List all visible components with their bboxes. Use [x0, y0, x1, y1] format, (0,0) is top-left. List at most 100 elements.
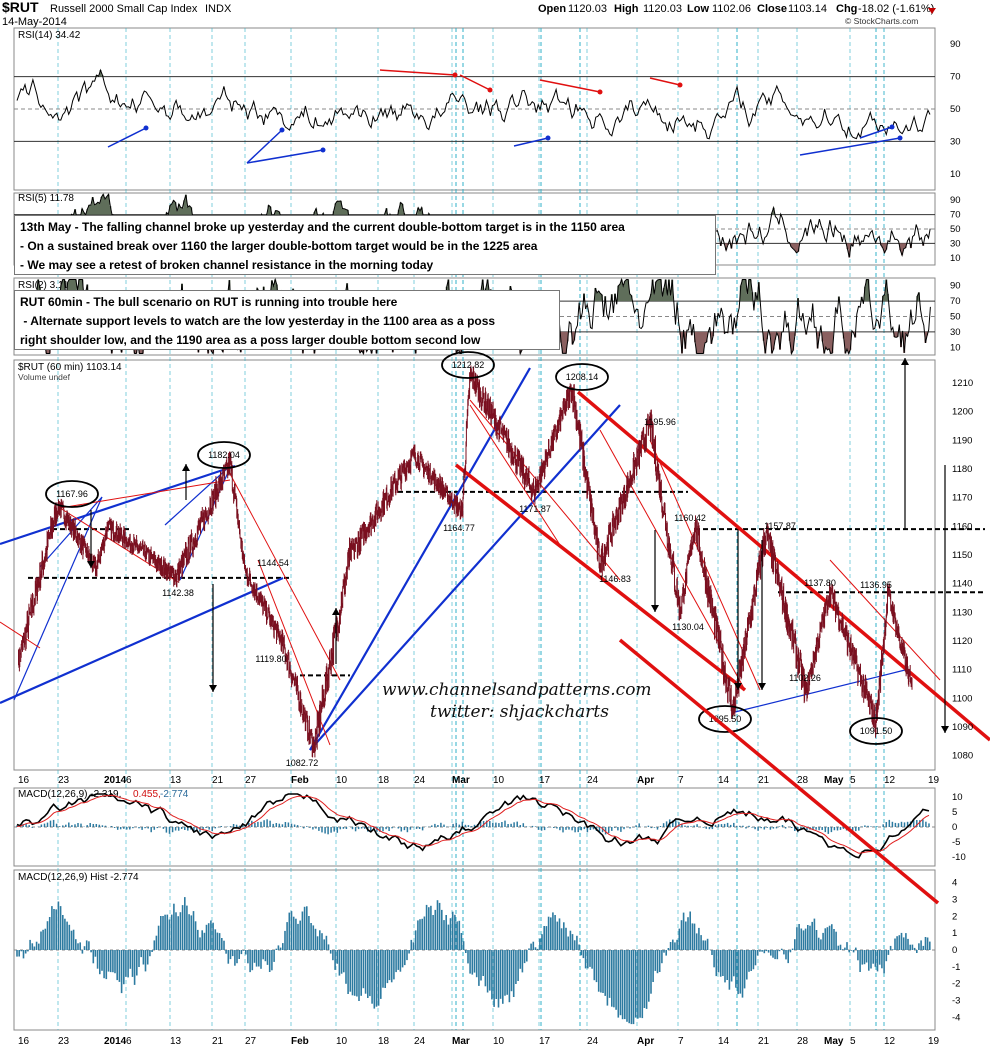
y-tick-label: -2 — [952, 979, 960, 990]
target-arrow-head — [941, 726, 949, 733]
price-annotation: 1082.72 — [286, 758, 319, 768]
x-tick-label: 27 — [245, 775, 257, 786]
y-tick-label: 1090 — [952, 722, 973, 733]
y-tick-label: 50 — [950, 224, 961, 235]
y-tick-label: 10 — [950, 342, 961, 353]
price-annotation: 1119.80 — [255, 654, 286, 664]
y-tick-label: 1200 — [952, 407, 973, 418]
macd-label: MACD(12,26,9) -2.319, — [18, 789, 121, 800]
x-tick-label: 5 — [850, 775, 856, 786]
y-tick-label: 1210 — [952, 378, 973, 389]
rsi14-series — [14, 68, 935, 164]
blue-trendline — [0, 576, 284, 705]
rsi14-label: RSI(14) 34.42 — [18, 30, 81, 41]
note-1-line-3: - We may see a retest of broken channel … — [20, 258, 434, 272]
note-2-line-2: - Alternate support levels to watch are … — [20, 314, 496, 328]
price-annotation: 1195.96 — [644, 417, 676, 427]
chart-date: 14-May-2014 — [2, 16, 67, 28]
price-label: $RUT (60 min) 1103.14 — [18, 362, 122, 373]
rsi2-label: RSI(2) 3.11 — [18, 280, 69, 291]
divergence-arrow — [539, 79, 601, 93]
x-tick-label-bottom: 28 — [797, 1036, 809, 1047]
x-tick-label: Feb — [291, 775, 309, 786]
price-annotation: 1160.42 — [674, 513, 706, 523]
y-tick-label: 30 — [950, 238, 961, 249]
y-axis-ticks: 9070503010907050301090705030101080109011… — [950, 39, 973, 1023]
x-tick-label-bottom: 16 — [18, 1036, 30, 1047]
target-arrow-head — [209, 685, 217, 692]
x-tick-label: 16 — [18, 775, 30, 786]
target-arrow-head — [758, 683, 766, 690]
x-tick-label-bottom: 7 — [678, 1036, 684, 1047]
divergence-arrow-head — [897, 135, 903, 141]
x-tick-label-bottom: 13 — [170, 1036, 182, 1047]
divergence-arrow — [246, 129, 283, 164]
y-tick-label: 1160 — [952, 521, 972, 532]
y-tick-label: 70 — [950, 210, 961, 221]
x-tick-label-bottom: 23 — [58, 1036, 70, 1047]
y-tick-label: 90 — [950, 195, 961, 206]
blue-trendline — [164, 465, 231, 526]
x-tick-label-bottom: May — [824, 1036, 844, 1047]
red-channel-line — [227, 469, 341, 681]
macd-hist-panel: MACD(12,26,9) Hist -2.774 — [14, 872, 935, 1025]
y-tick-label: 10 — [952, 792, 963, 803]
divergence-arrow — [799, 137, 901, 156]
price-annotation: 1167.96 — [56, 489, 88, 499]
blue-trendline — [309, 367, 531, 751]
y-tick-label: 3 — [952, 894, 957, 905]
price-annotation: 1182.04 — [208, 450, 240, 460]
x-tick-label: 24 — [414, 775, 426, 786]
price-annotation: 1091.50 — [860, 726, 893, 736]
target-arrow-head — [332, 608, 340, 615]
x-tick-label: Apr — [637, 775, 654, 786]
blue-trendline — [309, 404, 621, 751]
annotation-circle — [441, 351, 495, 379]
divergence-arrow-head — [452, 72, 458, 78]
x-tick-label-bottom: 6 — [126, 1036, 132, 1047]
blue-trendline — [13, 496, 103, 701]
y-tick-label: 30 — [950, 136, 961, 147]
x-axis-ticks: 161623232014201466131321212727FebFeb1010… — [18, 775, 940, 1047]
annotation-circle — [698, 705, 752, 733]
open-value: 1120.03 — [568, 3, 607, 15]
target-arrow-head — [182, 464, 190, 471]
chg-value: -18.02 (-1.61%) — [858, 3, 934, 15]
x-tick-label: 21 — [212, 775, 224, 786]
high-value: 1120.03 — [643, 3, 682, 15]
hist-label: MACD(12,26,9) Hist -2.774 — [18, 872, 139, 883]
red-channel-line — [454, 463, 747, 692]
price-annotation: 1208.14 — [566, 372, 599, 382]
y-tick-label: 1130 — [952, 607, 972, 618]
divergence-arrow — [246, 149, 324, 164]
volume-label: Volume undef — [18, 372, 71, 382]
annotation-circle — [197, 441, 251, 469]
x-tick-label: 19 — [928, 775, 940, 786]
watermark-site: www.channelsandpatterns.com — [382, 680, 652, 700]
blue-trendline — [0, 464, 236, 546]
price-annotation: 1142.38 — [162, 588, 194, 598]
down-triangle-icon — [928, 8, 936, 14]
x-tick-label-bottom: Mar — [452, 1036, 470, 1047]
x-tick-label: 10 — [336, 775, 348, 786]
x-tick-label: 2014 — [104, 775, 127, 786]
macd-line — [16, 792, 930, 859]
exchange: INDX — [205, 3, 232, 15]
price-annotation: 1157.87 — [764, 521, 796, 531]
copyright: © StockCharts.com — [845, 16, 918, 26]
y-tick-label: 1180 — [952, 464, 972, 475]
y-tick-label: -3 — [952, 996, 960, 1007]
x-tick-label-bottom: 24 — [587, 1036, 599, 1047]
divergence-arrow — [107, 127, 147, 148]
divergence-arrow — [859, 126, 893, 139]
x-tick-label: 28 — [797, 775, 809, 786]
price-series — [18, 365, 913, 758]
x-tick-label-bottom: 19 — [928, 1036, 940, 1047]
note-2-line-3: right shoulder low, and the 1190 area as… — [20, 333, 481, 347]
signal-line — [16, 794, 930, 854]
y-tick-label: -1 — [952, 962, 960, 973]
price-annotation: 1102.26 — [789, 673, 821, 683]
close-value: 1103.14 — [788, 3, 827, 15]
x-tick-label: 12 — [884, 775, 896, 786]
